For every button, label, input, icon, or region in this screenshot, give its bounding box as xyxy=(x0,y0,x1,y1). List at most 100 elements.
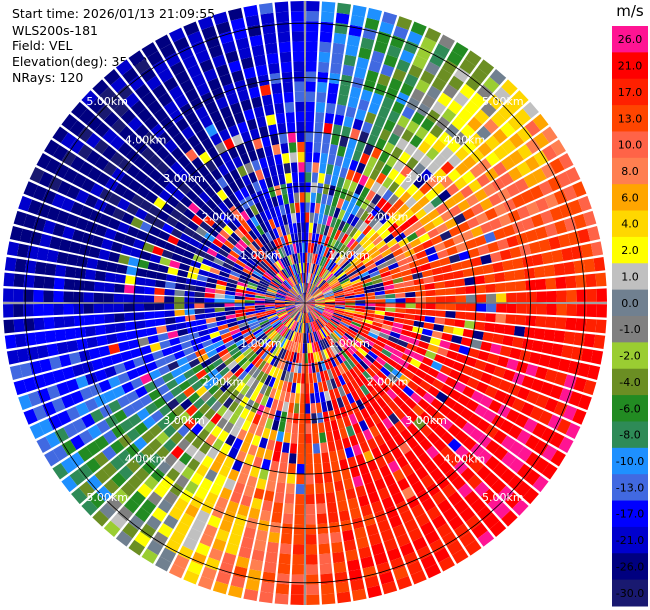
ppi-gate xyxy=(324,421,332,433)
ppi-gate xyxy=(81,361,95,374)
ppi-gate xyxy=(286,213,293,225)
ppi-gate xyxy=(483,231,497,244)
ppi-gate xyxy=(422,202,435,214)
ppi-gate xyxy=(541,126,558,144)
ppi-gate xyxy=(258,2,274,15)
ppi-gate xyxy=(130,377,144,390)
ppi-gate xyxy=(133,303,145,312)
ppi-gate xyxy=(451,115,466,131)
ppi-gate xyxy=(453,460,469,475)
ppi-gate xyxy=(230,425,241,438)
ppi-gate xyxy=(275,293,286,298)
ppi-gate xyxy=(474,404,488,418)
ppi-gate xyxy=(155,272,168,281)
ppi-gate xyxy=(173,350,186,360)
ppi-gate xyxy=(18,195,33,212)
ppi-gate xyxy=(277,379,284,391)
ppi-gate xyxy=(332,124,342,136)
ppi-gate xyxy=(355,453,366,466)
ppi-gate xyxy=(173,246,186,256)
ppi-gate xyxy=(387,193,399,206)
ppi-gate xyxy=(169,337,181,347)
colorbar-blocks: 26.021.017.013.010.08.06.04.02.01.00.0-1… xyxy=(612,26,648,607)
ppi-gate xyxy=(305,202,310,213)
ppi-gate xyxy=(328,277,338,286)
ppi-gate xyxy=(158,230,171,242)
ppi-gate xyxy=(183,250,195,260)
ppi-gate xyxy=(315,101,326,113)
ppi-gate xyxy=(489,343,502,355)
ppi-gate xyxy=(343,311,355,316)
ppi-gate xyxy=(567,231,581,246)
ppi-gate xyxy=(311,342,316,353)
ppi-gate xyxy=(455,311,466,320)
ppi-gate xyxy=(475,212,489,225)
ppi-gate xyxy=(366,459,379,472)
ppi-gate xyxy=(393,433,406,447)
ppi-gate xyxy=(148,225,162,237)
ppi-gate xyxy=(134,170,149,185)
ppi-gate xyxy=(405,196,417,209)
ppi-gate xyxy=(269,265,278,275)
ppi-gate xyxy=(96,419,111,434)
ppi-gate xyxy=(310,393,316,404)
ppi-gate xyxy=(298,273,302,284)
ppi-gate xyxy=(290,584,304,595)
ppi-gate xyxy=(293,524,305,535)
ppi-gate xyxy=(59,354,72,368)
ppi-gate xyxy=(266,288,277,294)
ppi-gate xyxy=(237,225,248,236)
ppi-gate xyxy=(336,449,347,461)
ppi-gate xyxy=(559,203,573,218)
ppi-gate xyxy=(257,285,268,291)
ppi-gate xyxy=(400,509,414,524)
ppi-gate xyxy=(319,563,333,575)
ppi-gate xyxy=(515,361,529,374)
ppi-gate xyxy=(96,335,108,347)
ppi-gate xyxy=(276,573,290,585)
ppi-gate xyxy=(461,421,476,436)
ppi-gate xyxy=(280,337,287,348)
ppi-gate xyxy=(305,262,307,273)
ppi-gate xyxy=(256,287,267,293)
ppi-gate xyxy=(288,402,295,414)
ppi-gate xyxy=(230,575,246,589)
ppi-gate xyxy=(492,128,508,144)
ppi-gate xyxy=(46,206,61,222)
ppi-gate xyxy=(143,213,157,225)
ppi-gate xyxy=(375,137,387,151)
ppi-gate xyxy=(103,313,115,324)
ppi-gate xyxy=(200,237,212,248)
ppi-gate xyxy=(248,365,258,377)
ppi-gate xyxy=(520,402,535,417)
ppi-plot: 1.00km1.00km1.00km1.00km2.00km2.00km2.00… xyxy=(3,1,607,605)
ppi-gate xyxy=(218,328,230,336)
ppi-gate xyxy=(276,290,287,296)
ppi-gate xyxy=(317,255,323,266)
ppi-gate xyxy=(166,398,180,411)
ppi-gate xyxy=(576,304,587,317)
ppi-gate xyxy=(329,450,338,462)
ppi-gate xyxy=(540,210,554,225)
ppi-gate xyxy=(83,292,94,303)
ppi-gate xyxy=(308,273,312,284)
ppi-gate xyxy=(19,362,33,378)
ppi-gate xyxy=(274,303,285,305)
ppi-gate xyxy=(312,372,318,384)
ppi-gate xyxy=(230,17,246,31)
ppi-gate xyxy=(308,363,313,374)
ppi-gate xyxy=(314,392,321,404)
ppi-gate xyxy=(500,468,516,485)
ppi-gate xyxy=(376,409,388,421)
ppi-gate xyxy=(305,296,314,303)
ppi-gate xyxy=(281,71,293,83)
ppi-gate xyxy=(400,269,412,277)
ppi-gate xyxy=(442,84,458,99)
ppi-gate xyxy=(78,108,95,125)
ppi-gate xyxy=(332,265,341,275)
ppi-gate xyxy=(280,314,290,322)
ppi-gate xyxy=(94,324,107,336)
ppi-gate xyxy=(297,342,301,354)
ppi-gate xyxy=(505,314,517,325)
ppi-gate xyxy=(387,460,400,474)
